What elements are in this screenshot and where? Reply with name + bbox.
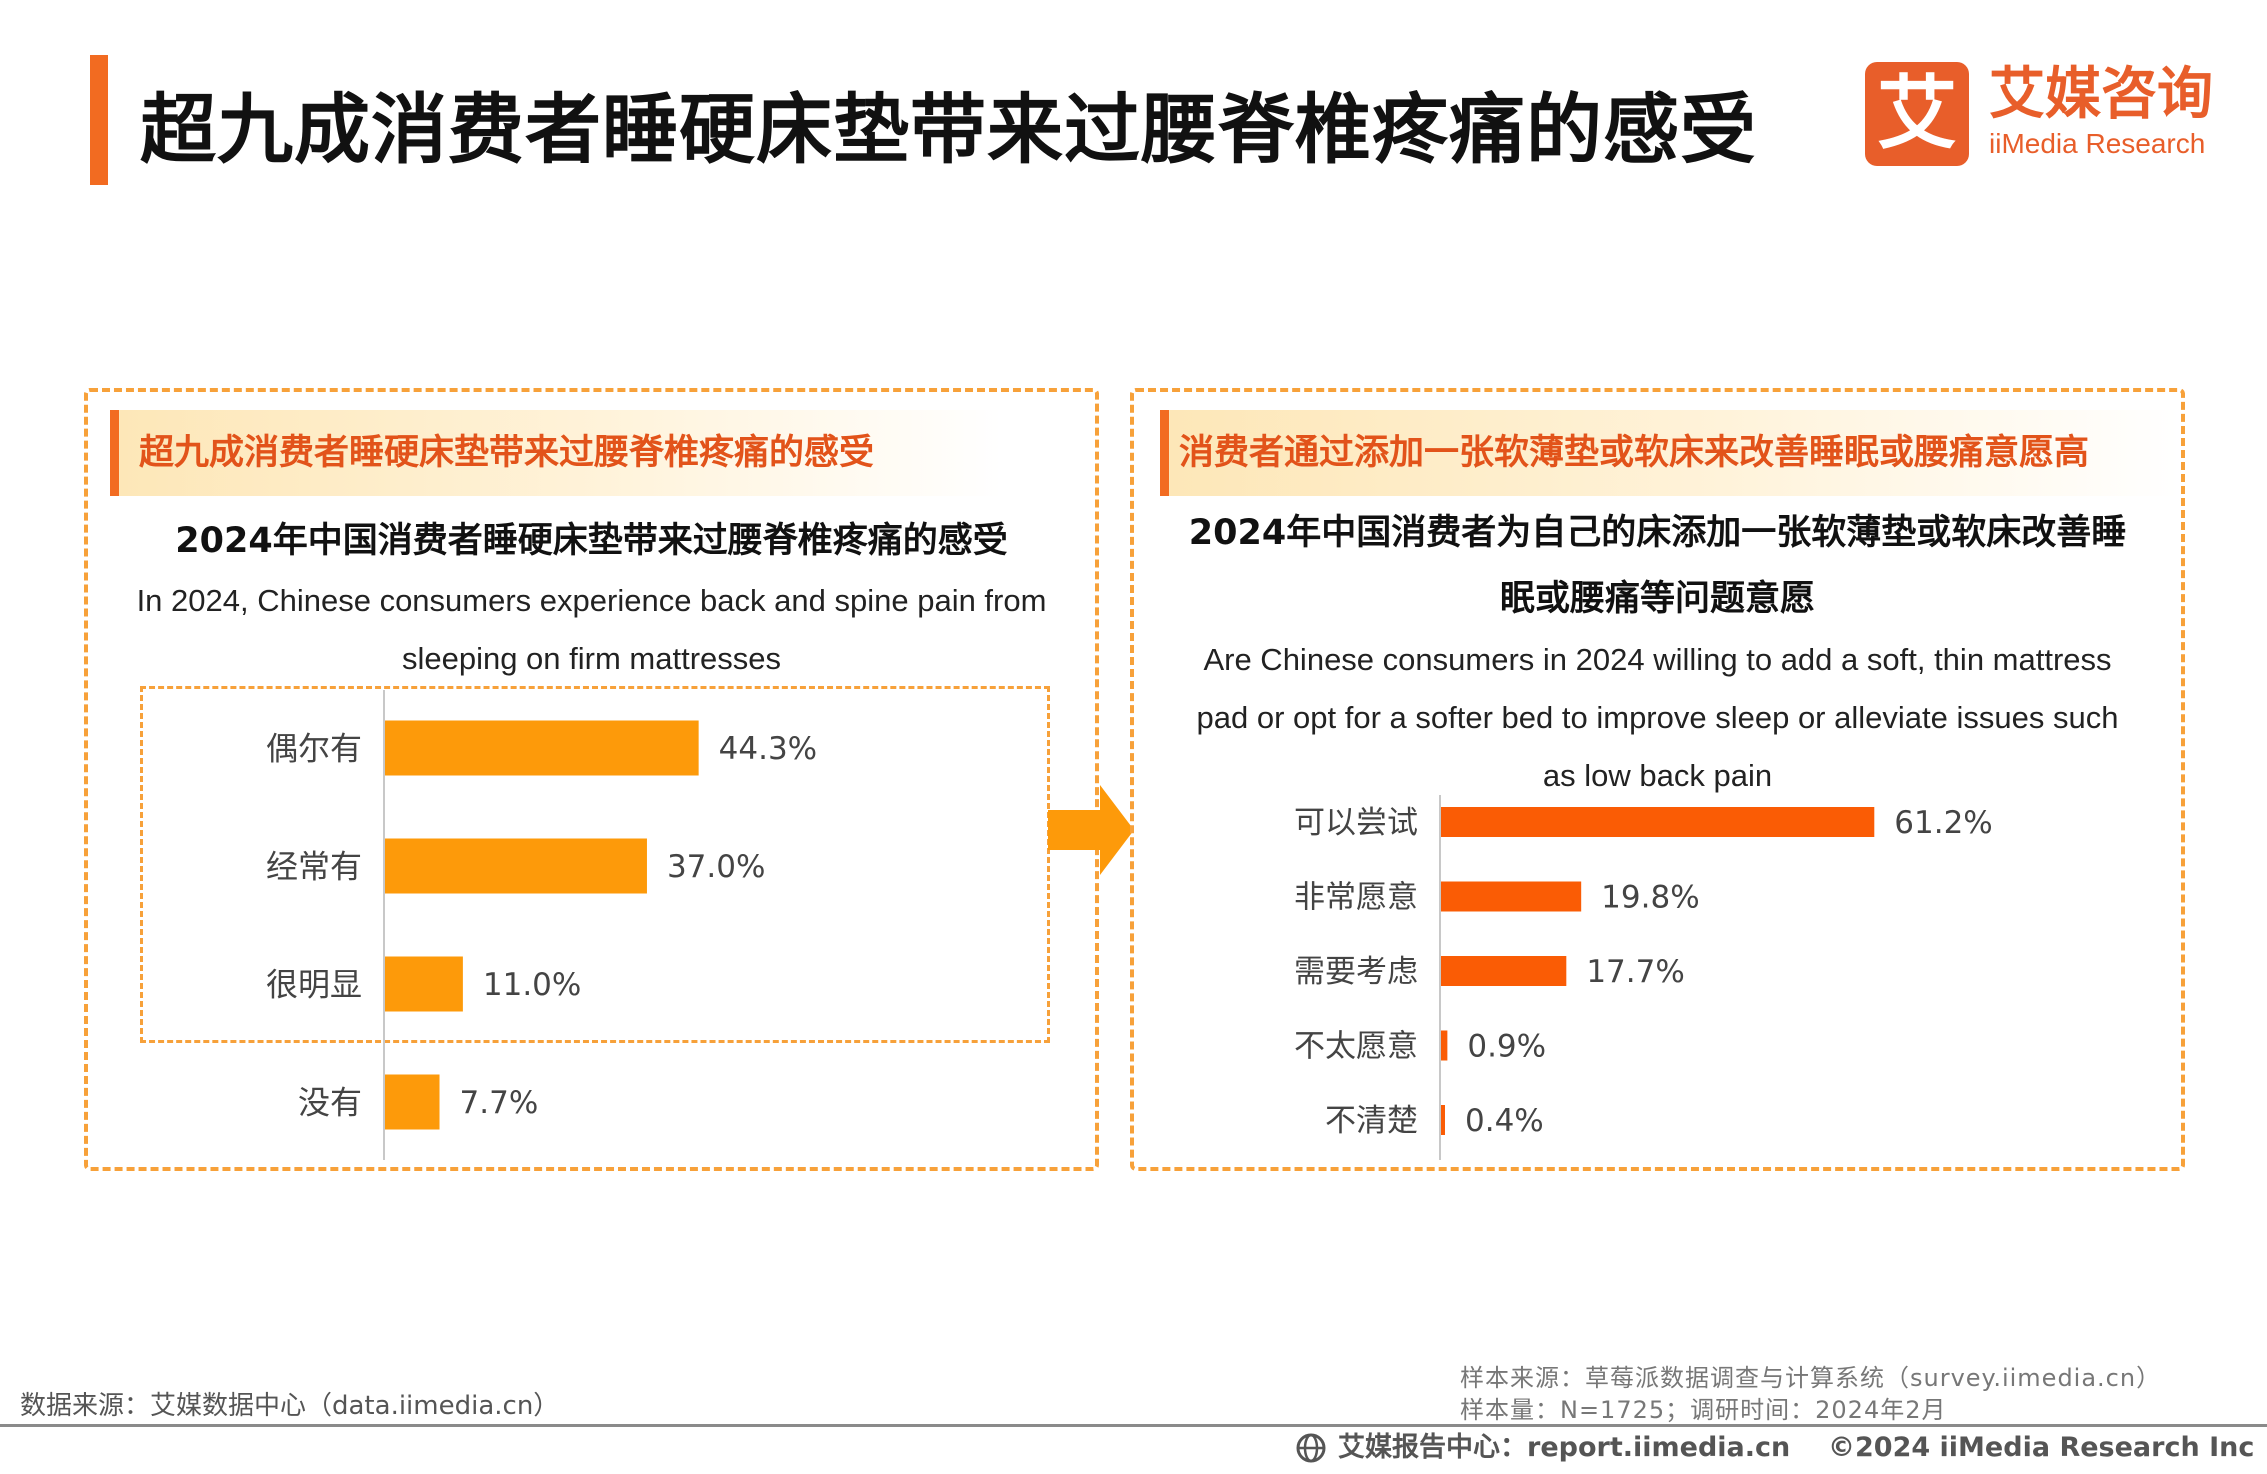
- right-chart-subtitle-line-2: pad or opt for a softer bed to improve s…: [1196, 700, 2119, 735]
- right-chart-subtitle-line-3: as low back pain: [1542, 758, 1773, 793]
- category-label: 非常愿意: [1294, 880, 1418, 916]
- category-label: 需要考虑: [1294, 954, 1418, 990]
- footer-divider: [0, 1424, 2267, 1427]
- right-banner: 消费者通过添加一张软薄垫或软床来改善睡眠或腰痛意愿高: [1160, 410, 2180, 496]
- data-source: 数据来源：艾媒数据中心（data.iimedia.cn）: [20, 1391, 560, 1421]
- right-chart-title-line-1: 2024年中国消费者为自己的床添加一张软薄垫或软床改善睡: [1188, 513, 2127, 553]
- bar-5: [1441, 1105, 1445, 1135]
- bar-3: [385, 956, 463, 1012]
- sample-info: 样本来源：草莓派数据调查与计算系统（survey.iimedia.cn） 样本量…: [1460, 1362, 2161, 1426]
- value-label: 0.9%: [1467, 1029, 1546, 1065]
- category-label: 偶尔有: [266, 730, 362, 768]
- right-banner-text: 消费者通过添加一张软薄垫或软床来改善睡眠或腰痛意愿高: [1179, 433, 2090, 473]
- value-label: 44.3%: [719, 731, 817, 767]
- right-panel: [1130, 388, 2185, 1171]
- category-label: 经常有: [266, 848, 362, 886]
- left-bar-chart: 偶尔有 44.3% 经常有 37.0% 很明显 11.0% 没有 7.7%: [266, 690, 817, 1160]
- bar-4: [385, 1074, 440, 1130]
- sample-size: 样本量：N=1725；调研时间：2024年2月: [1460, 1396, 1947, 1424]
- category-label: 可以尝试: [1294, 805, 1418, 841]
- bar-1: [385, 720, 699, 776]
- bar-2: [1441, 881, 1582, 912]
- logo-text-en: iiMedia Research: [1989, 128, 2206, 159]
- value-label: 61.2%: [1894, 805, 1992, 841]
- globe-icon: [1296, 1433, 1326, 1463]
- bar-2: [385, 838, 647, 894]
- value-label: 11.0%: [483, 967, 581, 1003]
- value-label: 17.7%: [1586, 954, 1684, 990]
- report-center-link[interactable]: 艾媒报告中心：report.iimedia.cn: [1338, 1432, 1791, 1463]
- left-banner: 超九成消费者睡硬床垫带来过腰脊椎疼痛的感受: [110, 410, 1002, 496]
- title-accent-bar: [90, 55, 108, 185]
- right-chart-subtitle-line-1: Are Chinese consumers in 2024 willing to…: [1203, 642, 2112, 677]
- left-panel: [84, 388, 1099, 1171]
- bar-3: [1441, 956, 1567, 986]
- logo-text-cn: 艾媒咨询: [1989, 62, 2213, 127]
- left-chart-title: 2024年中国消费者睡硬床垫带来过腰脊椎疼痛的感受: [175, 521, 1008, 561]
- category-label: 没有: [298, 1084, 362, 1122]
- bar-4: [1441, 1030, 1448, 1061]
- category-label: 不清楚: [1325, 1103, 1418, 1139]
- right-bar-chart: 可以尝试 61.2% 非常愿意 19.8% 需要考虑 17.7% 不太愿意 0.9% 不清楚 0.…: [1294, 795, 1993, 1160]
- copyright: ©2024 iiMedia Research Inc: [1828, 1432, 2255, 1463]
- right-chart-title-line-2: 眠或腰痛等问题意愿: [1499, 579, 1815, 619]
- bar-1: [1441, 807, 1875, 837]
- sample-source: 样本来源：草莓派数据调查与计算系统（survey.iimedia.cn）: [1460, 1364, 2162, 1392]
- iimedia-logo: 艾 艾媒咨询 iiMedia Research: [1865, 62, 2225, 170]
- page-title: 超九成消费者睡硬床垫带来过腰脊椎疼痛的感受: [140, 85, 1757, 174]
- value-label: 37.0%: [667, 849, 765, 885]
- value-label: 7.7%: [460, 1085, 539, 1121]
- left-chart-subtitle-line-2: sleeping on firm mattresses: [401, 641, 782, 676]
- left-banner-text: 超九成消费者睡硬床垫带来过腰脊椎疼痛的感受: [139, 433, 875, 473]
- highlight-box: [140, 686, 1050, 1043]
- value-label: 0.4%: [1465, 1103, 1544, 1139]
- left-chart-subtitle-line-1: In 2024, Chinese consumers experience ba…: [136, 583, 1047, 618]
- value-label: 19.8%: [1601, 880, 1699, 916]
- right-arrow-icon: [1048, 785, 1134, 875]
- logo-mark-icon: 艾: [1865, 62, 1969, 166]
- category-label: 很明显: [266, 966, 362, 1004]
- category-label: 不太愿意: [1294, 1029, 1418, 1065]
